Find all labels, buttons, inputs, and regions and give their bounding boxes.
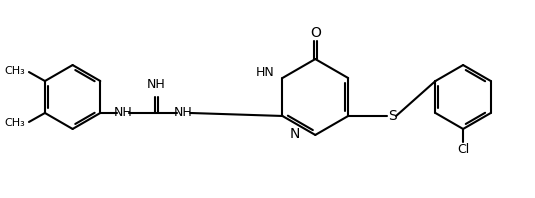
Text: NH: NH bbox=[114, 107, 133, 119]
Text: Cl: Cl bbox=[457, 143, 469, 156]
Text: CH₃: CH₃ bbox=[4, 118, 25, 128]
Text: NH: NH bbox=[147, 78, 166, 90]
Text: O: O bbox=[310, 26, 320, 40]
Text: CH₃: CH₃ bbox=[4, 66, 25, 76]
Text: NH: NH bbox=[174, 107, 193, 119]
Text: HN: HN bbox=[256, 66, 274, 79]
Text: N: N bbox=[289, 128, 300, 141]
Text: S: S bbox=[388, 109, 396, 123]
